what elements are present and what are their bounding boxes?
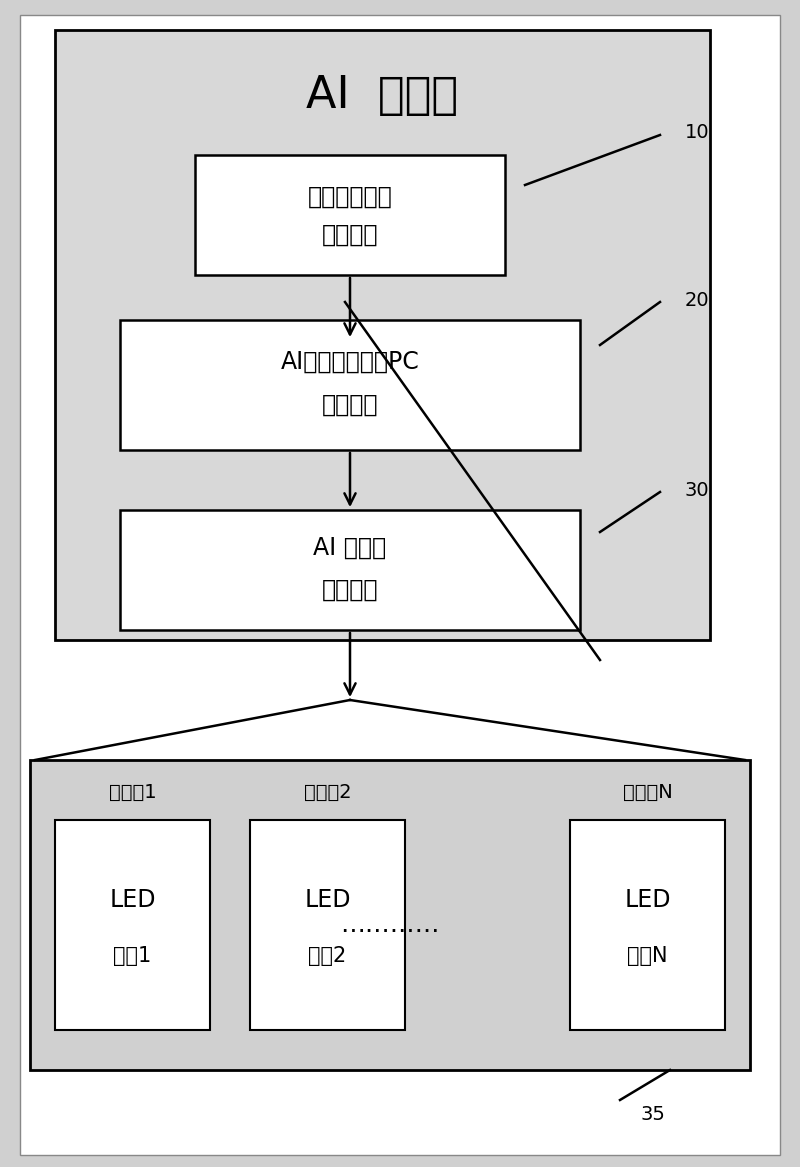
Text: 批次2: 批次2 xyxy=(308,946,346,966)
Text: LED: LED xyxy=(304,888,350,911)
Text: 30: 30 xyxy=(685,481,710,499)
Text: 软件模块: 软件模块 xyxy=(322,393,378,417)
Text: …………: ………… xyxy=(340,913,440,937)
Text: 进料站2: 进料站2 xyxy=(304,783,351,802)
Text: 软件模块: 软件模块 xyxy=(322,223,378,247)
Text: 35: 35 xyxy=(640,1105,665,1125)
Text: 生成随机矩阵: 生成随机矩阵 xyxy=(308,186,392,209)
Bar xyxy=(120,320,580,450)
Text: AI 插件机: AI 插件机 xyxy=(314,536,386,560)
Text: 进料站1: 进料站1 xyxy=(109,783,156,802)
Bar xyxy=(55,820,210,1030)
Text: AI  插件机: AI 插件机 xyxy=(306,74,458,117)
Text: 10: 10 xyxy=(685,124,710,142)
Text: 进料站N: 进料站N xyxy=(622,783,672,802)
Text: 20: 20 xyxy=(685,291,710,309)
Bar xyxy=(30,760,750,1070)
Bar xyxy=(570,820,725,1030)
Bar xyxy=(55,30,710,640)
Text: 功能模块: 功能模块 xyxy=(322,578,378,602)
Text: LED: LED xyxy=(624,888,670,911)
Bar xyxy=(195,155,505,275)
Text: 批次N: 批次N xyxy=(627,946,668,966)
Bar xyxy=(120,510,580,630)
Bar xyxy=(250,820,405,1030)
Text: 批次1: 批次1 xyxy=(114,946,152,966)
Text: AI插件机控制端PC: AI插件机控制端PC xyxy=(281,350,419,373)
Text: LED: LED xyxy=(110,888,156,911)
